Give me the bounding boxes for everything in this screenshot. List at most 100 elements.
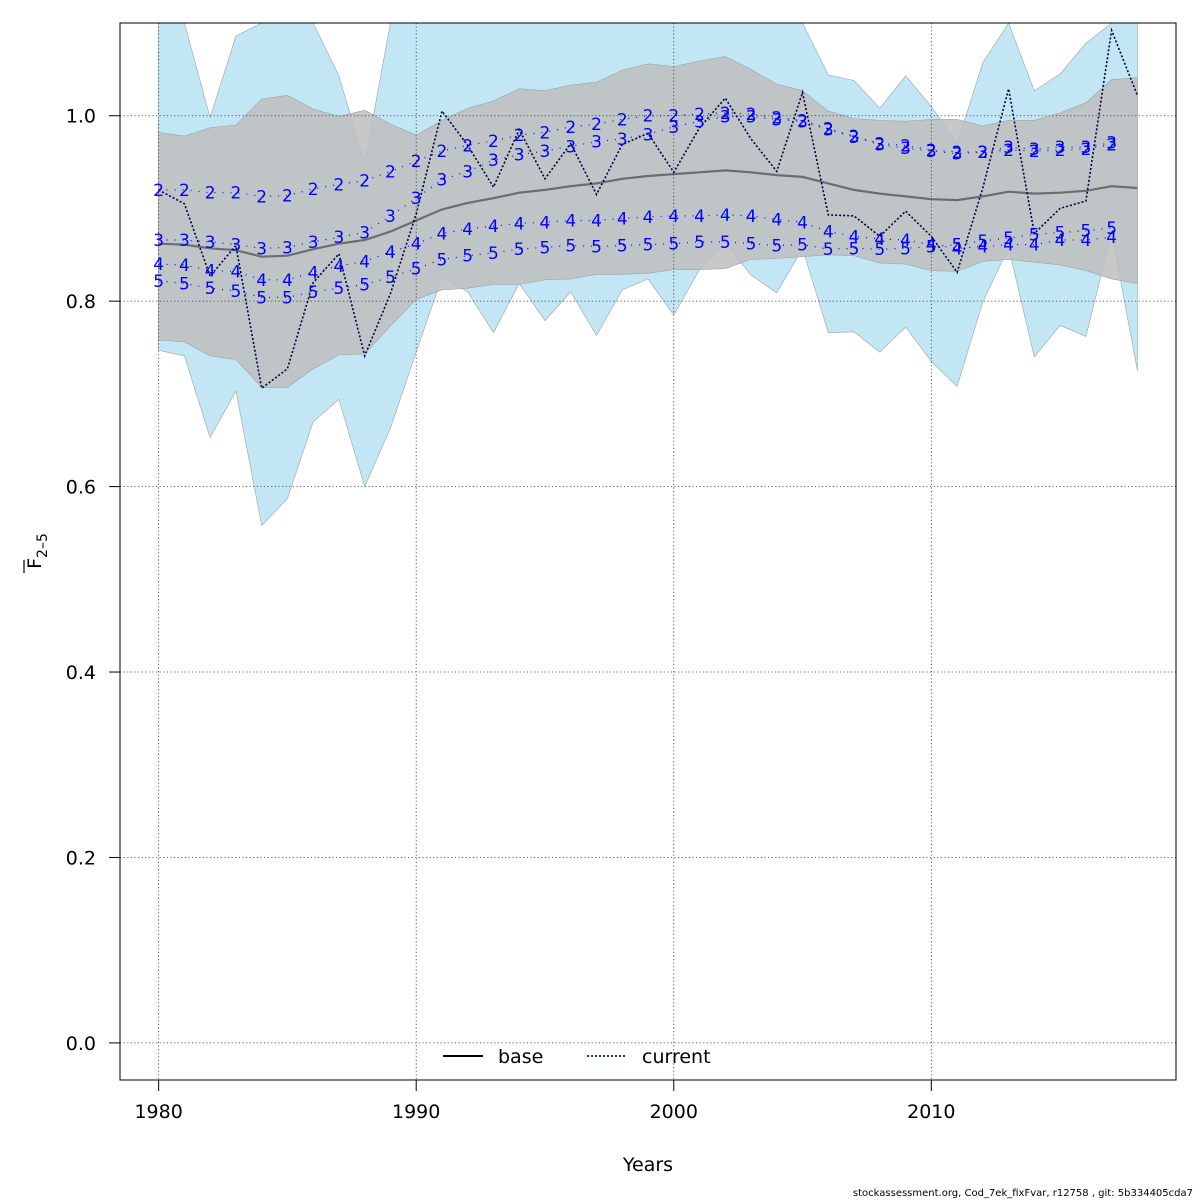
retro-label-2: 2 bbox=[849, 127, 860, 147]
retro-label-2: 2 bbox=[617, 110, 628, 130]
retro-label-5: 5 bbox=[694, 233, 705, 253]
footer-credit: stockassessment.org, Cod_7ek_fixFvar, r1… bbox=[853, 1188, 1193, 1199]
retro-label-3: 3 bbox=[230, 236, 241, 256]
retro-label-5: 5 bbox=[771, 237, 782, 257]
ci-band-base bbox=[158, 56, 1138, 388]
retro-label-3: 3 bbox=[668, 118, 679, 138]
retro-label-4: 4 bbox=[308, 263, 319, 283]
x-tick-label: 2000 bbox=[650, 1101, 698, 1123]
retro-label-3: 3 bbox=[359, 224, 370, 244]
retro-label-4: 4 bbox=[179, 256, 190, 276]
retro-label-5: 5 bbox=[230, 282, 241, 302]
y-tick-label: 0.8 bbox=[66, 291, 96, 313]
legend: base current bbox=[443, 1046, 711, 1068]
retro-label-3: 3 bbox=[1029, 140, 1040, 160]
retro-label-5: 5 bbox=[617, 237, 628, 257]
retro-label-5: 5 bbox=[823, 240, 834, 260]
retro-label-2: 2 bbox=[385, 162, 396, 182]
retro-label-4: 4 bbox=[797, 213, 808, 233]
x-tick-label: 1980 bbox=[134, 1101, 182, 1123]
retro-label-5: 5 bbox=[797, 236, 808, 256]
retro-label-5: 5 bbox=[153, 272, 164, 292]
retro-label-2: 2 bbox=[771, 109, 782, 129]
retro-label-4: 4 bbox=[437, 224, 448, 244]
retro-label-2: 2 bbox=[230, 184, 241, 204]
retro-label-5: 5 bbox=[643, 236, 654, 256]
retro-label-3: 3 bbox=[256, 239, 267, 259]
retro-label-4: 4 bbox=[256, 271, 267, 291]
retro-label-2: 2 bbox=[694, 105, 705, 125]
retro-label-4: 4 bbox=[514, 214, 525, 234]
retro-label-4: 4 bbox=[1029, 236, 1040, 256]
retro-label-3: 3 bbox=[849, 128, 860, 148]
retro-label-2: 2 bbox=[488, 132, 499, 152]
retro-label-4: 4 bbox=[643, 208, 654, 228]
retro-label-5: 5 bbox=[746, 235, 757, 255]
y-tick-label: 0.4 bbox=[66, 662, 96, 684]
retro-label-3: 3 bbox=[565, 137, 576, 157]
y-axis: 0.0 0.2 0.4 0.6 0.8 1.0 bbox=[66, 106, 120, 1055]
x-axis-title: Years bbox=[622, 1154, 673, 1176]
retro-label-3: 3 bbox=[797, 112, 808, 132]
retro-label-4: 4 bbox=[952, 239, 963, 259]
retro-label-2: 2 bbox=[643, 107, 654, 127]
retro-label-4: 4 bbox=[746, 207, 757, 227]
retro-label-2: 2 bbox=[359, 172, 370, 192]
legend-current-label: current bbox=[642, 1046, 711, 1068]
retro-label-2: 2 bbox=[308, 180, 319, 200]
retro-label-3: 3 bbox=[1003, 138, 1014, 158]
retro-label-3: 3 bbox=[926, 142, 937, 162]
retro-label-2: 2 bbox=[256, 187, 267, 207]
confidence-bands bbox=[158, 22, 1138, 527]
retro-label-3: 3 bbox=[900, 139, 911, 159]
retro-line-3 bbox=[158, 115, 1112, 249]
retro-label-4: 4 bbox=[282, 271, 293, 291]
retro-label-3: 3 bbox=[694, 112, 705, 132]
retro-label-3: 3 bbox=[874, 135, 885, 155]
retro-label-3: 3 bbox=[282, 238, 293, 258]
y-axis-title: F2–5 bbox=[23, 533, 51, 573]
retro-label-2: 2 bbox=[720, 104, 731, 124]
retro-label-3: 3 bbox=[462, 162, 473, 182]
retro-label-5: 5 bbox=[514, 240, 525, 260]
retro-label-2: 2 bbox=[437, 142, 448, 162]
retro-label-2: 2 bbox=[462, 136, 473, 156]
retro-label-2: 2 bbox=[1029, 142, 1040, 162]
retro-label-3: 3 bbox=[153, 231, 164, 251]
y-tick-label: 1.0 bbox=[66, 106, 96, 128]
retro-label-3: 3 bbox=[488, 151, 499, 171]
retro-label-2: 2 bbox=[874, 135, 885, 155]
retro-label-4: 4 bbox=[771, 211, 782, 231]
retro-label-3: 3 bbox=[952, 145, 963, 165]
retro-label-3: 3 bbox=[411, 189, 422, 209]
retro-label-4: 4 bbox=[926, 236, 937, 256]
retro-label-5: 5 bbox=[462, 247, 473, 267]
retro-label-2: 2 bbox=[746, 105, 757, 125]
retro-label-3: 3 bbox=[746, 108, 757, 128]
retro-label-4: 4 bbox=[1080, 231, 1091, 251]
retro-label-3: 3 bbox=[1055, 138, 1066, 158]
retro-label-5: 5 bbox=[179, 275, 190, 295]
retro-label-4: 4 bbox=[591, 211, 602, 231]
retro-label-4: 4 bbox=[462, 220, 473, 240]
y-tick-label: 0.2 bbox=[66, 847, 96, 869]
retro-label-2: 2 bbox=[797, 111, 808, 131]
retro-label-3: 3 bbox=[334, 228, 345, 248]
retro-label-4: 4 bbox=[385, 243, 396, 263]
retro-label-5: 5 bbox=[1003, 229, 1014, 249]
retro-label-2: 2 bbox=[1106, 135, 1117, 155]
retro-label-3: 3 bbox=[1080, 138, 1091, 158]
retro-label-4: 4 bbox=[1055, 231, 1066, 251]
retro-label-5: 5 bbox=[256, 288, 267, 308]
retro-label-5: 5 bbox=[900, 239, 911, 259]
retro-label-4: 4 bbox=[205, 262, 216, 282]
retro-label-4: 4 bbox=[565, 211, 576, 231]
retro-label-4: 4 bbox=[617, 210, 628, 230]
retro-label-5: 5 bbox=[1080, 222, 1091, 242]
retro-label-4: 4 bbox=[230, 262, 241, 282]
retro-label-2: 2 bbox=[334, 175, 345, 195]
retro-label-4: 4 bbox=[977, 237, 988, 257]
retro-label-5: 5 bbox=[977, 232, 988, 252]
series-line-base bbox=[158, 169, 1138, 258]
